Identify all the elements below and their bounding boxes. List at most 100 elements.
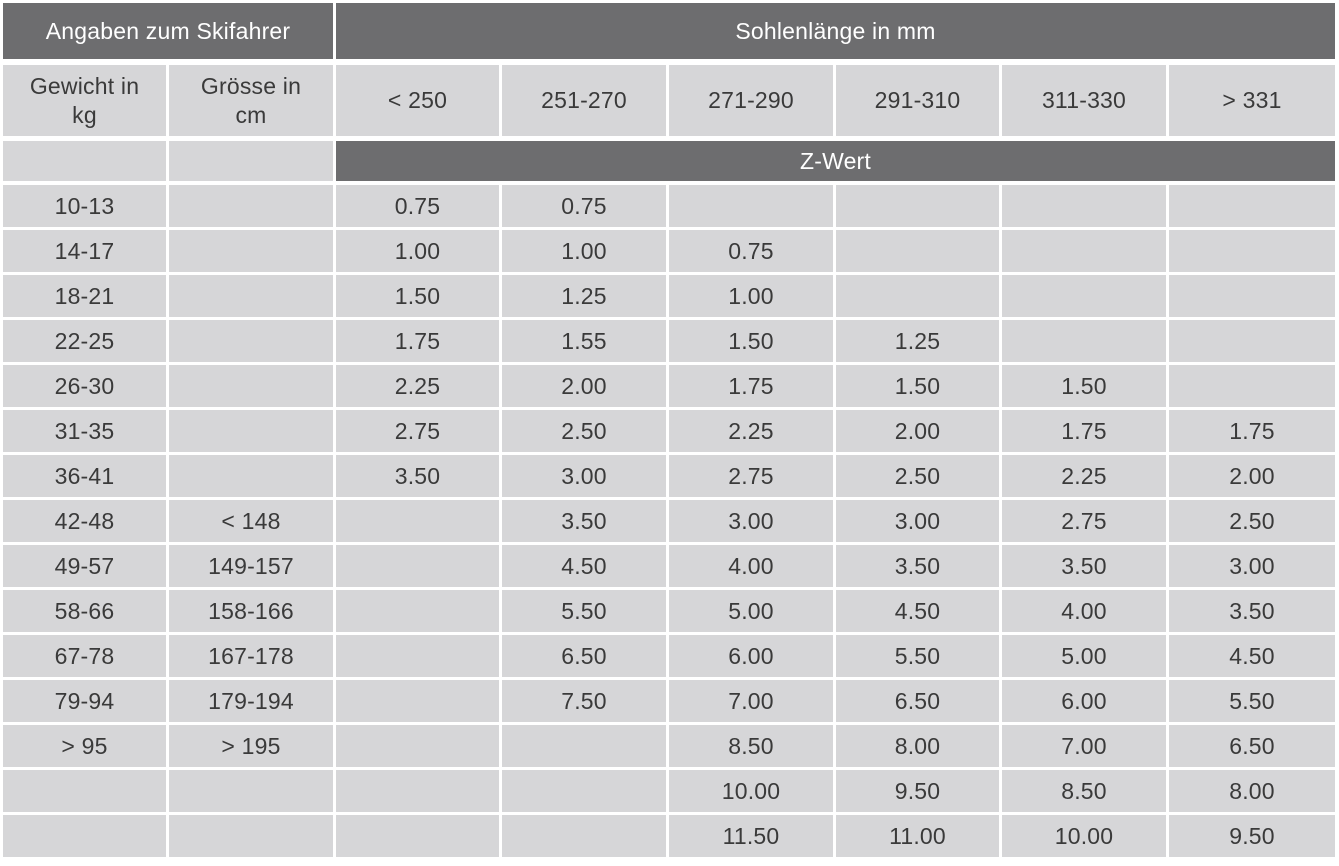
z-value-cell: 9.50 [1169, 815, 1335, 857]
z-value-cell: 5.50 [502, 590, 666, 632]
weight-cell [3, 815, 166, 857]
z-value-cell: 2.50 [836, 455, 999, 497]
height-cell [169, 410, 333, 452]
z-value-cell [836, 185, 999, 227]
z-value-cell: 1.50 [669, 320, 833, 362]
sole-length-column-header: 311-330 [1002, 65, 1166, 136]
z-value-cell: 5.50 [1169, 680, 1335, 722]
height-cell: > 195 [169, 725, 333, 767]
z-value-cell [1169, 275, 1335, 317]
weight-cell: 31-35 [3, 410, 166, 452]
z-value-cell: 1.00 [502, 230, 666, 272]
height-cell [169, 455, 333, 497]
z-value-cell [1002, 185, 1166, 227]
height-cell [169, 365, 333, 407]
sole-length-column-header: < 250 [336, 65, 499, 136]
z-value-cell: 3.50 [502, 500, 666, 542]
z-value-cell: 7.00 [1002, 725, 1166, 767]
z-value-cell [1002, 320, 1166, 362]
z-value-cell: 2.75 [336, 410, 499, 452]
z-value-cell: 2.00 [502, 365, 666, 407]
z-value-cell: 3.00 [502, 455, 666, 497]
z-value-cell [336, 500, 499, 542]
sole-length-header: Sohlenlänge in mm [336, 3, 1335, 59]
z-value-cell: 0.75 [336, 185, 499, 227]
z-value-cell: 3.00 [669, 500, 833, 542]
height-cell [169, 320, 333, 362]
weight-cell [3, 770, 166, 812]
z-value-cell: 5.00 [1002, 635, 1166, 677]
height-cell [169, 185, 333, 227]
z-value-cell: 1.00 [669, 275, 833, 317]
height-cell [169, 275, 333, 317]
z-value-cell [1002, 275, 1166, 317]
weight-cell: 58-66 [3, 590, 166, 632]
weight-cell: > 95 [3, 725, 166, 767]
z-value-cell: 10.00 [669, 770, 833, 812]
z-value-cell: 3.50 [1169, 590, 1335, 632]
sole-length-column-header: > 331 [1169, 65, 1335, 136]
z-value-cell: 1.00 [336, 230, 499, 272]
z-value-cell: 2.00 [1169, 455, 1335, 497]
weight-spacer-cell [3, 141, 166, 181]
z-value-cell: 4.50 [502, 545, 666, 587]
z-value-cell [336, 635, 499, 677]
z-value-cell: 8.50 [1002, 770, 1166, 812]
z-value-cell: 0.75 [502, 185, 666, 227]
weight-column-header: Gewicht in kg [3, 65, 166, 136]
height-cell: 167-178 [169, 635, 333, 677]
z-value-cell: 4.00 [669, 545, 833, 587]
z-value-cell: 7.00 [669, 680, 833, 722]
z-value-cell: 8.00 [1169, 770, 1335, 812]
z-value-cell: 8.50 [669, 725, 833, 767]
z-value-cell: 1.75 [1169, 410, 1335, 452]
z-value-cell: 2.25 [669, 410, 833, 452]
z-value-cell: 1.75 [669, 365, 833, 407]
weight-cell: 79-94 [3, 680, 166, 722]
z-value-cell: 4.50 [1169, 635, 1335, 677]
z-value-cell [1169, 365, 1335, 407]
z-value-cell: 2.50 [502, 410, 666, 452]
z-value-cell: 2.00 [836, 410, 999, 452]
z-value-cell [336, 590, 499, 632]
z-value-cell [836, 230, 999, 272]
z-value-cell: 10.00 [1002, 815, 1166, 857]
z-value-cell: 1.50 [836, 365, 999, 407]
z-value-header: Z-Wert [336, 141, 1335, 181]
z-value-cell: 1.50 [1002, 365, 1166, 407]
z-value-cell: 1.25 [836, 320, 999, 362]
height-cell: < 148 [169, 500, 333, 542]
z-value-cell [502, 815, 666, 857]
z-value-cell: 2.25 [336, 365, 499, 407]
z-value-cell: 4.00 [1002, 590, 1166, 632]
height-column-header: Grösse in cm [169, 65, 333, 136]
z-value-cell: 1.55 [502, 320, 666, 362]
height-cell: 179-194 [169, 680, 333, 722]
z-value-cell: 2.25 [1002, 455, 1166, 497]
z-value-cell: 7.50 [502, 680, 666, 722]
z-value-cell: 3.50 [1002, 545, 1166, 587]
z-value-cell: 6.50 [836, 680, 999, 722]
z-value-cell [1169, 320, 1335, 362]
z-value-cell [336, 815, 499, 857]
sole-length-column-header: 271-290 [669, 65, 833, 136]
z-value-cell [336, 770, 499, 812]
z-value-cell: 9.50 [836, 770, 999, 812]
sole-length-column-header: 291-310 [836, 65, 999, 136]
height-spacer-cell [169, 141, 333, 181]
height-cell [169, 230, 333, 272]
z-value-cell: 6.50 [1169, 725, 1335, 767]
z-value-cell [1169, 230, 1335, 272]
weight-cell: 49-57 [3, 545, 166, 587]
skier-info-header: Angaben zum Skifahrer [3, 3, 333, 59]
z-value-cell: 6.50 [502, 635, 666, 677]
height-cell [169, 770, 333, 812]
height-cell [169, 815, 333, 857]
sole-length-column-header: 251-270 [502, 65, 666, 136]
z-value-cell: 5.00 [669, 590, 833, 632]
z-value-cell: 6.00 [669, 635, 833, 677]
weight-cell: 10-13 [3, 185, 166, 227]
z-value-cell: 1.75 [1002, 410, 1166, 452]
z-value-cell: 8.00 [836, 725, 999, 767]
weight-cell: 14-17 [3, 230, 166, 272]
